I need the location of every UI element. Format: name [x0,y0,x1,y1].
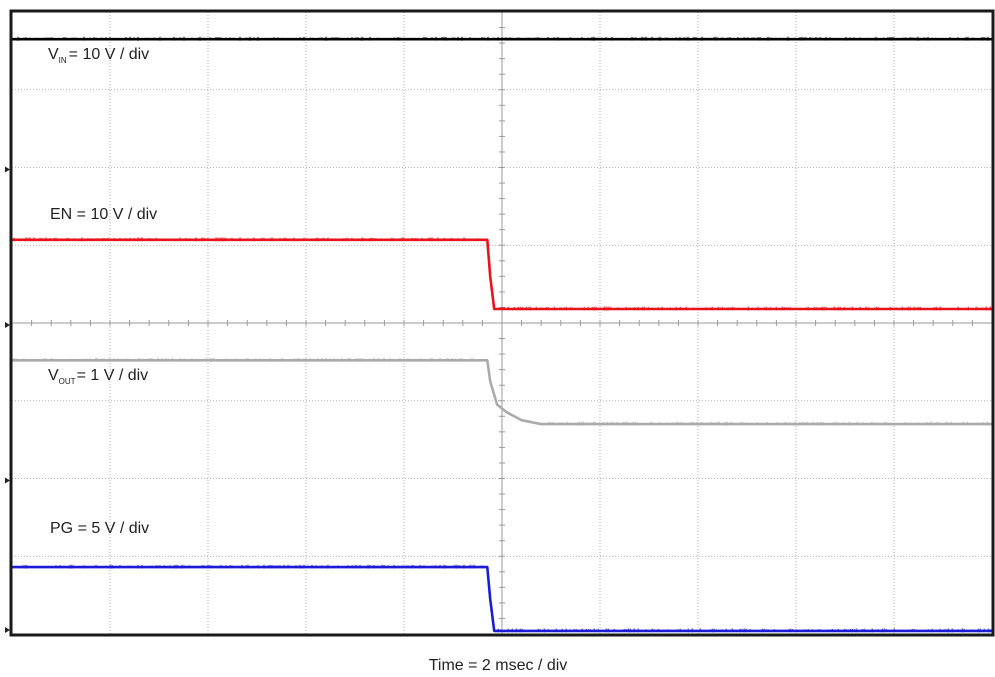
pg-label: PG = 5 V / div [50,520,149,537]
en-label: EN = 10 V / div [50,206,157,223]
ground-marker [5,627,10,633]
trace-vin [11,36,992,41]
ground-marker [5,166,10,173]
trace-vout [11,357,992,426]
traces [11,36,992,633]
vin-label: VIN = 10 V / div [48,46,149,65]
trace-noise [11,237,991,311]
vout-label: VOUT= 1 V / div [48,367,148,386]
ground-marker [5,322,10,328]
x-axis-label: Time = 2 msec / div [429,657,568,674]
channel-ground-markers [5,166,10,633]
trace-noise [11,564,991,633]
trace-line [12,359,992,426]
plot-frame [9,9,995,637]
ground-marker [5,477,10,484]
